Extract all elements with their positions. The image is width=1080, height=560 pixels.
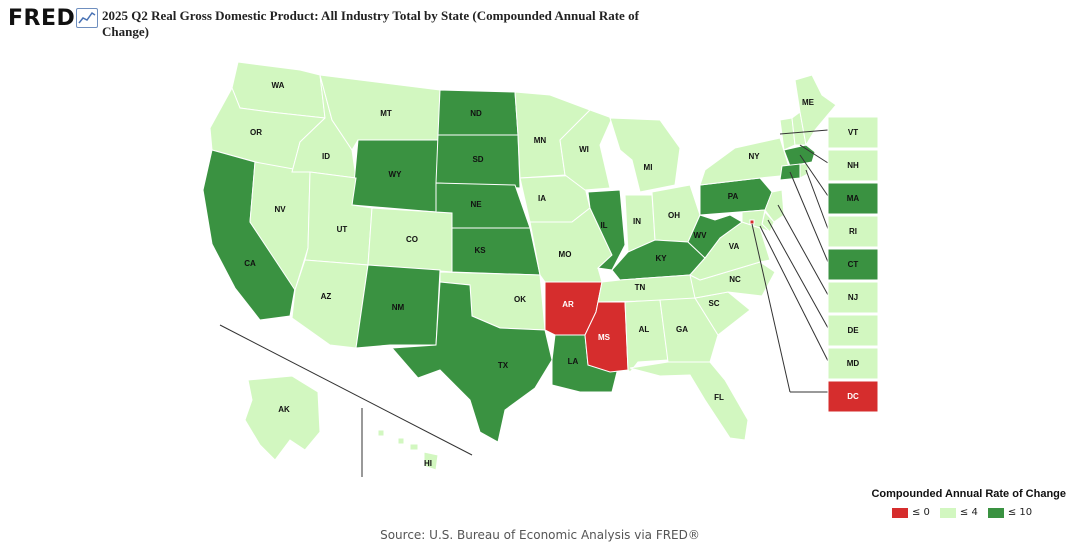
state-label-SC: SC xyxy=(708,299,719,308)
state-label-KS: KS xyxy=(474,246,486,255)
callout-box-RI[interactable] xyxy=(827,215,879,248)
callout-label-VT: VT xyxy=(848,128,858,137)
callout-box-DC[interactable] xyxy=(827,380,879,413)
state-FL[interactable] xyxy=(629,361,749,441)
state-label-NY: NY xyxy=(748,152,760,161)
callout-box-NH[interactable] xyxy=(827,149,879,182)
state-WV[interactable] xyxy=(687,214,743,259)
callout-box-MA[interactable] xyxy=(827,182,879,215)
state-label-ME: ME xyxy=(802,98,815,107)
callout-label-NH: NH xyxy=(847,161,859,170)
inset-divider-line xyxy=(219,324,473,456)
state-KS[interactable] xyxy=(451,227,541,276)
state-label-SD: SD xyxy=(472,155,483,164)
legend-item-le10[interactable]: ≤ 10 xyxy=(987,507,1033,518)
state-label-OH: OH xyxy=(668,211,680,220)
state-label-AR: AR xyxy=(562,300,574,309)
state-label-FL: FL xyxy=(714,393,724,402)
legend-label-le0: ≤ 0 xyxy=(912,507,930,518)
legend-swatch-le10 xyxy=(987,507,1004,518)
callout-label-CT: CT xyxy=(848,260,859,269)
state-label-AL: AL xyxy=(639,325,650,334)
state-label-GA: GA xyxy=(676,325,688,334)
state-NY[interactable] xyxy=(699,137,791,186)
legend-label-le10: ≤ 10 xyxy=(1007,507,1033,518)
state-label-WA: WA xyxy=(272,81,285,90)
callout-box-MD[interactable] xyxy=(827,347,879,380)
state-label-TN: TN xyxy=(635,283,646,292)
state-label-WV: WV xyxy=(694,231,708,240)
state-label-MT: MT xyxy=(380,109,392,118)
state-label-NE: NE xyxy=(470,200,482,209)
legend-swatch-le0 xyxy=(892,507,908,518)
state-label-ID: ID xyxy=(322,152,330,161)
state-label-OR: OR xyxy=(250,128,262,137)
state-MD[interactable] xyxy=(741,209,771,233)
state-label-NC: NC xyxy=(729,275,741,284)
callout-box-CT[interactable] xyxy=(827,248,879,281)
state-AZ[interactable] xyxy=(291,259,369,349)
state-label-WY: WY xyxy=(389,170,403,179)
state-label-CA: CA xyxy=(244,259,256,268)
callout-box-DE[interactable] xyxy=(827,314,879,347)
callout-leaders xyxy=(751,129,829,393)
state-label-VA: VA xyxy=(729,242,740,251)
state-ME[interactable] xyxy=(794,74,837,147)
callout-box-VT[interactable] xyxy=(827,116,879,149)
state-label-WI: WI xyxy=(579,145,589,154)
callout-box-NJ[interactable] xyxy=(827,281,879,314)
callout-label-NJ: NJ xyxy=(848,293,858,302)
legend-label-le4: ≤ 4 xyxy=(959,507,978,518)
callout-label-MA: MA xyxy=(847,194,860,203)
map-title: 2025 Q2 Real Gross Domestic Product: All… xyxy=(102,8,639,39)
source-credit: Source: U.S. Bureau of Economic Analysis… xyxy=(380,528,700,542)
state-label-OK: OK xyxy=(514,295,526,304)
callout-label-RI: RI xyxy=(849,227,857,236)
state-label-KY: KY xyxy=(655,254,667,263)
state-AK[interactable] xyxy=(244,375,321,461)
state-label-IN: IN xyxy=(633,217,641,226)
state-label-IL: IL xyxy=(600,221,607,230)
state-label-ND: ND xyxy=(470,109,482,118)
state-label-MS: MS xyxy=(598,333,611,342)
state-label-MI: MI xyxy=(644,163,653,172)
state-label-NM: NM xyxy=(392,303,405,312)
legend-item-le0[interactable]: ≤ 0 xyxy=(892,507,930,518)
state-label-AZ: AZ xyxy=(321,292,332,301)
state-NM[interactable] xyxy=(355,264,441,349)
state-MI[interactable] xyxy=(609,117,681,193)
state-label-MN: MN xyxy=(534,136,547,145)
fred-chart-icon xyxy=(76,8,98,28)
state-label-AK: AK xyxy=(278,405,290,414)
legend-title: Compounded Annual Rate of Change xyxy=(871,488,1066,500)
state-SD[interactable] xyxy=(435,134,521,189)
state-DC[interactable] xyxy=(749,219,755,225)
state-TX[interactable] xyxy=(390,281,553,443)
state-label-CO: CO xyxy=(406,235,418,244)
state-label-PA: PA xyxy=(728,192,739,201)
state-NC[interactable] xyxy=(689,261,776,299)
callout-label-DC: DC xyxy=(847,392,859,401)
callout-label-MD: MD xyxy=(847,359,860,368)
small-state-callouts: VT NH MA RI CT NJ DE MD DC xyxy=(827,116,879,413)
state-label-HI: HI xyxy=(424,459,432,468)
state-GA[interactable] xyxy=(659,297,719,363)
state-NJ[interactable] xyxy=(764,189,785,223)
state-WI[interactable] xyxy=(559,109,613,191)
callout-label-DE: DE xyxy=(847,326,859,335)
state-label-IA: IA xyxy=(538,194,546,203)
state-IL[interactable] xyxy=(587,189,626,271)
state-label-UT: UT xyxy=(337,225,348,234)
legend-swatch-le4 xyxy=(939,507,956,518)
state-label-TX: TX xyxy=(498,361,509,370)
state-label-NV: NV xyxy=(274,205,286,214)
fred-logo[interactable]: FRED xyxy=(8,6,76,31)
state-HI[interactable] xyxy=(377,429,439,471)
state-label-LA: LA xyxy=(568,357,579,366)
legend-item-le4[interactable]: ≤ 4 xyxy=(939,507,978,518)
legend: ≤ 0 ≤ 4 ≤ 10 xyxy=(892,507,1032,518)
state-label-MO: MO xyxy=(559,250,572,259)
